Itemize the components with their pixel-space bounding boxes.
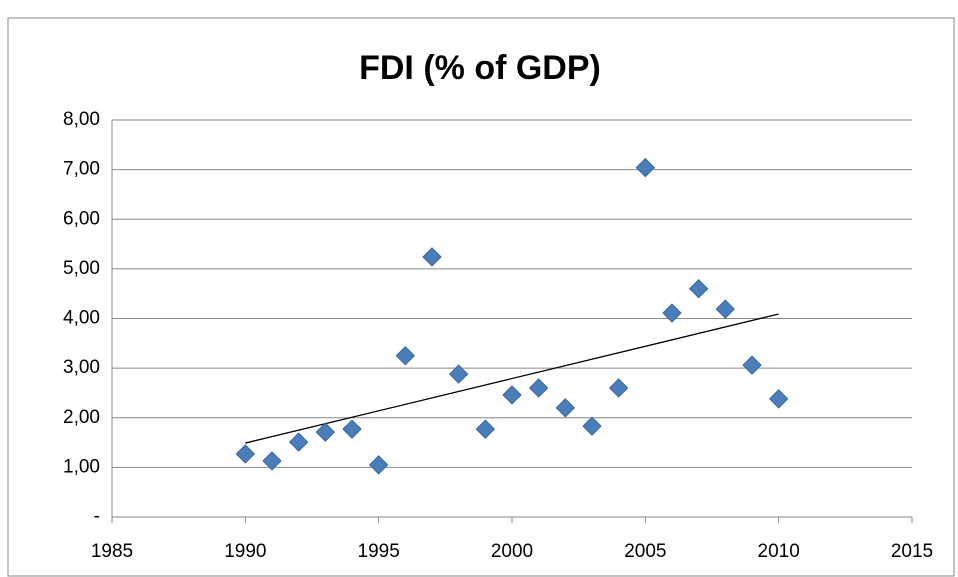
point xyxy=(715,299,736,319)
point xyxy=(395,346,416,366)
point xyxy=(448,364,469,384)
point xyxy=(635,157,656,178)
x-tick-label: 1990 xyxy=(224,541,266,562)
x-tick-label: 2000 xyxy=(491,541,533,562)
x-tick-label: 1985 xyxy=(91,541,133,562)
y-tick-label: 4,00 xyxy=(63,308,100,329)
point xyxy=(475,419,496,439)
point xyxy=(555,398,576,418)
x-tick-label: 2015 xyxy=(891,541,933,562)
y-tick-label: - xyxy=(94,506,100,527)
point xyxy=(768,389,789,409)
point xyxy=(742,355,762,375)
point xyxy=(422,247,442,267)
point xyxy=(262,451,282,471)
point xyxy=(368,455,389,475)
y-tick-label: 5,00 xyxy=(63,258,100,279)
point xyxy=(315,422,336,442)
y-tick-label: 2,00 xyxy=(63,407,100,428)
x-tick-label: 2010 xyxy=(758,541,800,562)
y-tick-label: 1,00 xyxy=(63,456,100,477)
chart-title: FDI (% of GDP) xyxy=(359,49,601,87)
point xyxy=(235,444,256,464)
point xyxy=(288,432,309,452)
y-tick-label: 8,00 xyxy=(63,109,100,130)
point xyxy=(528,378,549,398)
point xyxy=(582,416,602,436)
y-tick-label: 3,00 xyxy=(63,357,100,378)
x-tick-label: 2005 xyxy=(624,541,666,562)
x-tick-label: 1995 xyxy=(358,541,400,562)
point xyxy=(608,378,629,398)
y-tick-label: 6,00 xyxy=(63,208,100,229)
chart-border xyxy=(7,17,955,577)
trendline xyxy=(245,313,779,444)
point xyxy=(502,385,522,405)
point xyxy=(662,303,682,323)
point xyxy=(342,419,362,439)
point xyxy=(688,279,709,299)
y-tick-label: 7,00 xyxy=(63,159,100,180)
